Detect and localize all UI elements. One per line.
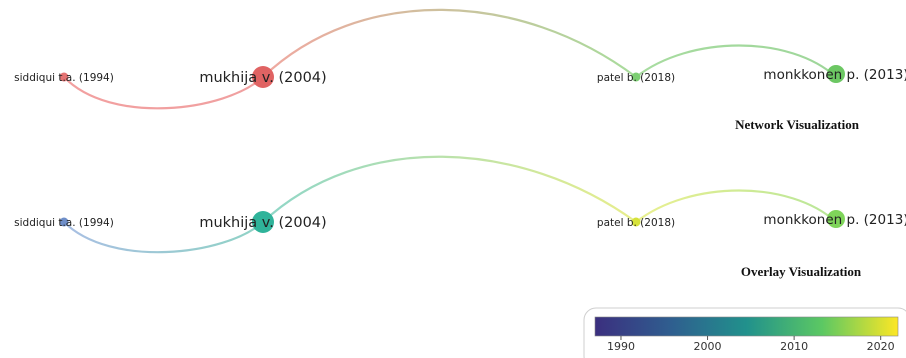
overlay-node-mukhija[interactable] bbox=[252, 211, 274, 233]
network-caption: Network Visualization bbox=[735, 117, 860, 132]
network-node-siddiqui[interactable] bbox=[59, 72, 69, 82]
overlay-link-patel-monkkonen bbox=[635, 189, 837, 223]
network-link-mukhija-patel bbox=[262, 8, 637, 78]
network-label-patel: patel b. (2018) bbox=[597, 72, 675, 84]
network-node-patel[interactable] bbox=[631, 72, 641, 82]
overlay-label-monkkonen: monkkonen p. (2013) bbox=[763, 212, 906, 228]
overlay-label-mukhija: mukhija v. (2004) bbox=[199, 215, 326, 231]
network-link-siddiqui-mukhija bbox=[63, 76, 264, 110]
color-scale-ticks: 1990 2000 2010 2020 bbox=[607, 336, 895, 353]
network-visualization: siddiqui t.a. (1994) mukhija v. (2004) p… bbox=[14, 8, 906, 132]
network-node-monkkonen[interactable] bbox=[827, 65, 845, 83]
overlay-visualization: siddiqui t.a. (1994) mukhija v. (2004) p… bbox=[14, 155, 906, 279]
network-node-mukhija[interactable] bbox=[252, 66, 274, 88]
overlay-link-mukhija-patel bbox=[262, 155, 637, 223]
color-scale-tick-label: 2020 bbox=[867, 340, 895, 353]
overlay-node-siddiqui[interactable] bbox=[59, 217, 69, 227]
overlay-node-monkkonen[interactable] bbox=[827, 210, 845, 228]
network-link-patel-monkkonen bbox=[635, 44, 837, 78]
color-scale-tick-label: 2010 bbox=[780, 340, 808, 353]
network-label-monkkonen: monkkonen p. (2013) bbox=[763, 67, 906, 83]
color-scale-tick-label: 1990 bbox=[607, 340, 635, 353]
color-scale-legend: 1990 2000 2010 2020 bbox=[583, 307, 906, 358]
overlay-link-siddiqui-mukhija bbox=[63, 221, 264, 254]
network-label-siddiqui: siddiqui t.a. (1994) bbox=[14, 72, 114, 84]
overlay-label-siddiqui: siddiqui t.a. (1994) bbox=[14, 217, 114, 229]
overlay-caption: Overlay Visualization bbox=[741, 264, 862, 279]
network-label-mukhija: mukhija v. (2004) bbox=[199, 70, 326, 86]
color-scale-tick-label: 2000 bbox=[694, 340, 722, 353]
overlay-node-patel[interactable] bbox=[631, 217, 641, 227]
overlay-label-patel: patel b. (2018) bbox=[597, 217, 675, 229]
color-scale-bar bbox=[594, 316, 899, 337]
